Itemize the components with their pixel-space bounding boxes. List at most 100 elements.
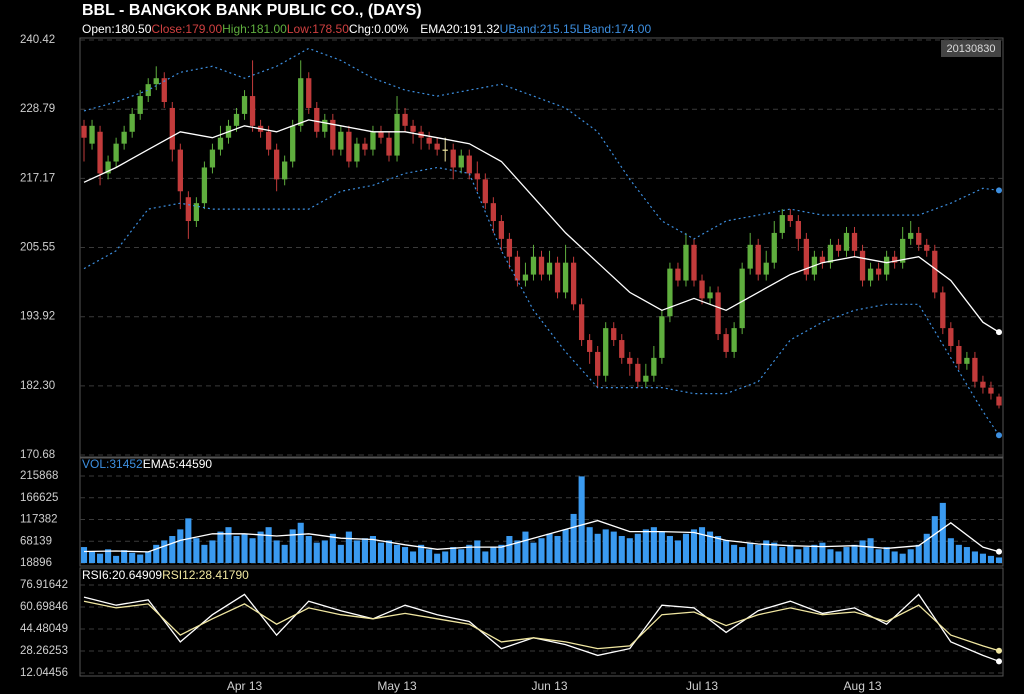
- candle-body: [482, 179, 488, 204]
- candle-body: [209, 149, 216, 168]
- y-tick-label: 166625: [20, 492, 58, 504]
- candle-body: [988, 387, 994, 394]
- candle-body: [113, 143, 119, 162]
- candle-body: [675, 268, 681, 281]
- y-tick-label: 68139: [20, 535, 52, 547]
- candle-body: [105, 161, 111, 174]
- volume-bar: [498, 544, 505, 563]
- candle-body: [89, 125, 95, 144]
- candle-body: [835, 244, 842, 251]
- candle-body: [996, 396, 1002, 406]
- volume-bar: [626, 538, 633, 563]
- volume-bar: [474, 540, 481, 563]
- candle-body: [554, 262, 561, 293]
- candle-body: [771, 232, 777, 263]
- indicator-line: [83, 519, 1000, 553]
- volume-bar: [177, 529, 184, 563]
- volume-bar: [939, 502, 946, 563]
- volume-bar: [706, 531, 714, 563]
- x-tick-label: Jul 13: [686, 679, 718, 693]
- candle-body: [322, 119, 328, 132]
- candle-body: [265, 131, 272, 150]
- volume-bar: [418, 544, 425, 563]
- candle-body: [426, 137, 432, 144]
- candle-body: [314, 107, 320, 132]
- volume-bar: [530, 542, 537, 563]
- volume-bar: [947, 538, 954, 563]
- candle-body: [587, 340, 593, 352]
- candle-body: [241, 96, 248, 114]
- candle-body: [282, 161, 288, 180]
- candle-body: [755, 244, 761, 275]
- last-value-dot: [995, 548, 1002, 555]
- volume-bar: [145, 551, 152, 563]
- volume-bar: [233, 536, 240, 563]
- volume-bar: [514, 540, 521, 563]
- candle-body: [570, 262, 577, 305]
- candle-body: [779, 215, 785, 233]
- candle-body: [875, 268, 882, 275]
- volume-bar: [402, 547, 409, 563]
- volume-bar: [562, 529, 569, 563]
- legend-item: LBand:174.00: [576, 22, 651, 36]
- volume-bar: [209, 540, 216, 563]
- volume-bar: [915, 544, 922, 563]
- candle-body: [940, 292, 946, 329]
- volume-bar: [819, 542, 826, 563]
- volume-bar: [273, 540, 280, 563]
- volume-bar: [747, 542, 754, 563]
- candle-body: [956, 345, 962, 364]
- candle-body: [97, 131, 103, 174]
- volume-bar: [466, 544, 473, 563]
- candle-body: [611, 328, 617, 341]
- volume-bar: [602, 529, 609, 563]
- volume-bar: [851, 544, 858, 563]
- volume-bar: [153, 544, 160, 563]
- volume-bar: [642, 529, 649, 563]
- volume-bar: [113, 555, 120, 563]
- indicator-line: [83, 166, 1000, 436]
- candle-body: [394, 113, 400, 156]
- volume-bar: [682, 533, 690, 563]
- volume-bar: [795, 549, 802, 563]
- legend: RSI6:20.64909RSI12:28.41790: [82, 568, 249, 582]
- volume-bar: [249, 538, 256, 563]
- candle-body: [578, 304, 585, 341]
- candle-body: [891, 256, 898, 263]
- legend: VOL:31452EMA5:44590: [82, 457, 212, 471]
- candle-body: [924, 244, 930, 251]
- volume-panel: [79, 457, 1004, 567]
- legend-item: VOL:31452: [82, 457, 143, 471]
- volume-bar: [80, 547, 88, 563]
- volume-bar: [281, 544, 288, 563]
- volume-bar: [859, 540, 866, 563]
- volume-bar: [442, 551, 449, 563]
- volume-bar: [931, 516, 938, 563]
- volume-bar: [987, 555, 995, 563]
- legend-item: UBand:215.15: [500, 22, 577, 36]
- candle-body: [217, 137, 224, 150]
- legend-item: RSI12:28.41790: [162, 568, 249, 582]
- candle-body: [137, 96, 143, 114]
- volume-bar: [570, 513, 577, 563]
- candle-body: [386, 137, 392, 156]
- legend-item: High:181.00: [222, 22, 287, 36]
- candle-body: [707, 292, 713, 299]
- volume-bar: [217, 531, 224, 563]
- candle-body: [338, 131, 344, 150]
- volume-bar: [715, 536, 722, 563]
- candle-body: [506, 238, 513, 257]
- candle-body: [362, 143, 368, 150]
- y-tick-label: 205.55: [20, 242, 55, 254]
- volume-bar: [907, 549, 914, 563]
- candle-body: [514, 256, 521, 281]
- volume-bar: [771, 542, 778, 563]
- y-tick-label: 117382: [20, 514, 58, 526]
- volume-bar: [867, 538, 874, 563]
- candle-body: [627, 357, 633, 364]
- volume-bar: [353, 540, 360, 563]
- volume-bar: [811, 544, 818, 563]
- volume-bar: [88, 551, 96, 563]
- volume-bar: [185, 518, 192, 563]
- candle-body: [635, 363, 641, 382]
